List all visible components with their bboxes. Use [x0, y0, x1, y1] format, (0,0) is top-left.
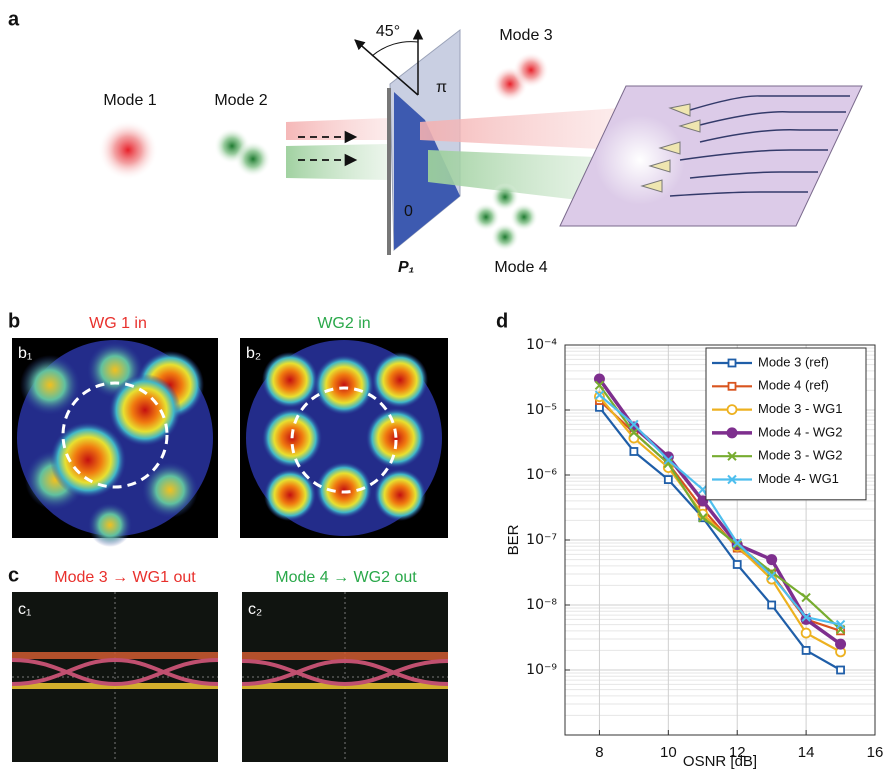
- mode-spot: [513, 52, 549, 88]
- marker: [803, 647, 810, 654]
- marker: [802, 629, 811, 638]
- marker: [729, 383, 736, 390]
- angle-label: 45°: [376, 23, 400, 40]
- x-tick-label: 12: [729, 744, 746, 761]
- image-label: c₁: [18, 601, 31, 618]
- mode-label: Mode 2: [214, 92, 267, 109]
- x-tick-label: 16: [867, 744, 884, 761]
- mode-spot: [98, 120, 158, 180]
- marker-shape: [734, 561, 741, 568]
- glow: [595, 115, 685, 205]
- marker-shape: [630, 448, 637, 455]
- marker: [630, 448, 637, 455]
- marker-shape: [729, 383, 736, 390]
- legend-label: Mode 4 (ref): [758, 378, 829, 393]
- image-title: WG2 in: [317, 315, 370, 332]
- mode-label: Mode 3: [499, 27, 552, 44]
- legend-label: Mode 4 - WG2: [758, 424, 843, 439]
- legend-label: Mode 3 (ref): [758, 354, 829, 369]
- y-tick-label: 10⁻⁴: [526, 337, 557, 353]
- eye-diagram: [242, 592, 448, 762]
- image-label: b₁: [18, 345, 32, 362]
- y-axis-label: BER: [505, 524, 522, 555]
- mode-image: [240, 338, 448, 538]
- y-tick-label: 10⁻⁵: [526, 402, 557, 418]
- phase-label: 0: [404, 203, 413, 220]
- marker-shape: [768, 602, 775, 609]
- marker: [728, 405, 737, 414]
- marker: [729, 360, 736, 367]
- panel-label: c: [8, 564, 19, 586]
- phase-label: π: [436, 79, 447, 96]
- mode-image: [12, 338, 218, 547]
- x-axis-label: OSNR [dB]: [683, 753, 757, 770]
- plate-label: P₁: [398, 259, 414, 276]
- image-title: Mode 4 → WG2 out: [275, 569, 417, 586]
- x-tick-label: 14: [798, 744, 815, 761]
- marker: [835, 639, 846, 650]
- mode-spot: [510, 203, 538, 231]
- figure: a Mode 1 Mode 2 45° π 0 P₁ Mode 3 Mode 4…: [0, 0, 889, 773]
- mode-label: Mode 4: [494, 259, 547, 276]
- marker-shape: [802, 629, 811, 638]
- legend-label: Mode 3 - WG2: [758, 448, 843, 463]
- legend-label: Mode 4- WG1: [758, 471, 839, 486]
- marker-shape: [766, 554, 777, 565]
- image-label: c₂: [248, 601, 262, 618]
- y-tick-label: 10⁻⁹: [526, 662, 557, 678]
- mode-spot: [472, 203, 500, 231]
- mode-label: Mode 1: [103, 92, 156, 109]
- image-title: WG 1 in: [89, 315, 147, 332]
- marker-shape: [835, 639, 846, 650]
- marker-shape: [729, 360, 736, 367]
- marker-shape: [803, 647, 810, 654]
- marker-shape: [727, 427, 738, 438]
- image-label: b₂: [246, 345, 261, 362]
- mode-spot: [235, 141, 271, 177]
- marker-shape: [837, 667, 844, 674]
- marker: [734, 561, 741, 568]
- marker: [727, 427, 738, 438]
- eye-diagram: [12, 592, 218, 762]
- marker: [768, 602, 775, 609]
- panel-label: d: [496, 310, 508, 332]
- x-tick-label: 8: [595, 744, 603, 761]
- marker: [665, 476, 672, 483]
- marker: [837, 667, 844, 674]
- panel-label: a: [8, 8, 20, 30]
- marker: [766, 554, 777, 565]
- panel-label: b: [8, 310, 20, 332]
- y-tick-label: 10⁻⁶: [526, 467, 557, 483]
- marker-shape: [728, 405, 737, 414]
- y-tick-label: 10⁻⁷: [526, 532, 557, 548]
- x-tick-label: 10: [660, 744, 677, 761]
- image-title: Mode 3 → WG1 out: [54, 569, 196, 586]
- legend-label: Mode 3 - WG1: [758, 401, 843, 416]
- y-tick-label: 10⁻⁸: [526, 597, 557, 613]
- beam: [286, 144, 390, 180]
- marker-shape: [665, 476, 672, 483]
